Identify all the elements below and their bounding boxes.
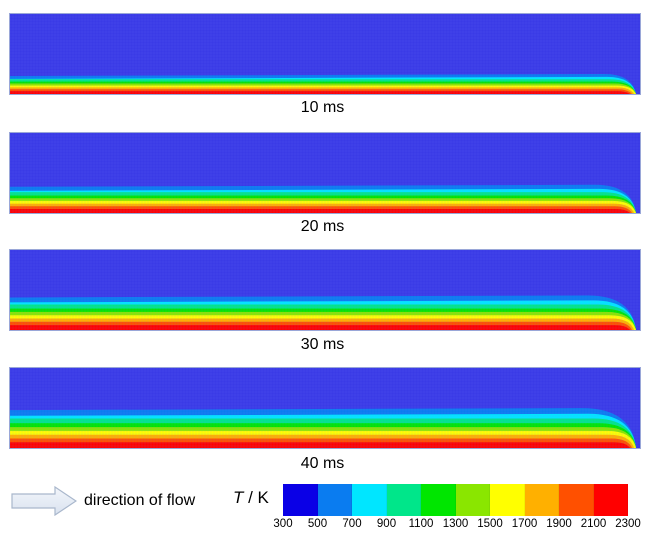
colorbar-ticks: 300 500 700 900 1100 1300 1500 1700 1900 2100 2300 <box>268 518 644 532</box>
colorbar-swatch-7 <box>490 484 525 516</box>
colorbar-swatch-1 <box>283 484 318 516</box>
panel-label-4: 40 ms <box>300 455 345 472</box>
mesh-grid <box>10 133 640 213</box>
flow-arrow-icon <box>11 485 78 521</box>
colorbar-tick-1700: 1700 <box>511 518 538 530</box>
colorbar-tick-300: 300 <box>273 518 293 530</box>
colorbar-tick-2100: 2100 <box>580 518 607 530</box>
colorbar-swatch-9 <box>559 484 594 516</box>
flow-direction-text: direction of flow <box>84 492 196 509</box>
colorbar-tick-1500: 1500 <box>477 518 503 530</box>
temperature-panel-2 <box>9 132 641 214</box>
contour-band-10 <box>10 325 630 330</box>
colorbar <box>283 484 628 516</box>
mesh-grid <box>10 250 640 330</box>
colorbar-tick-1100: 1100 <box>408 518 434 530</box>
colorbar-swatch-3 <box>352 484 387 516</box>
panel-label-2: 20 ms <box>300 218 345 235</box>
colorbar-swatch-5 <box>421 484 456 516</box>
colorbar-swatch-6 <box>455 484 490 516</box>
panel-label-3: 30 ms <box>300 336 345 353</box>
colorbar-unit: / K <box>243 488 269 507</box>
colorbar-tick-900: 900 <box>376 518 397 530</box>
contour-plot-2 <box>10 133 640 213</box>
colorbar-tick-2300: 2300 <box>615 518 641 530</box>
contour-band-10 <box>10 91 630 94</box>
temperature-panel-4 <box>9 367 641 449</box>
colorbar-swatch-10 <box>593 484 628 516</box>
colorbar-tick-700: 700 <box>342 518 362 530</box>
contour-plot-3 <box>10 250 640 330</box>
contour-band-10 <box>10 208 630 213</box>
colorbar-variable: T <box>233 488 244 507</box>
mesh-grid <box>10 14 640 94</box>
colorbar-tick-500: 500 <box>307 518 328 530</box>
temperature-panel-1 <box>9 13 641 95</box>
colorbar-swatch-2 <box>317 484 352 516</box>
contour-plot-4 <box>10 368 640 448</box>
colorbar-swatch-8 <box>524 484 559 516</box>
colorbar-tick-1900: 1900 <box>546 518 572 530</box>
contour-plot-1 <box>10 14 640 94</box>
colorbar-swatch-4 <box>386 484 421 516</box>
colorbar-tick-1300: 1300 <box>442 518 469 530</box>
mesh-grid <box>10 368 640 448</box>
colorbar-title: T / K <box>233 488 269 508</box>
panel-label-1: 10 ms <box>300 99 345 116</box>
temperature-panel-3 <box>9 249 641 331</box>
contour-band-10 <box>10 442 630 448</box>
